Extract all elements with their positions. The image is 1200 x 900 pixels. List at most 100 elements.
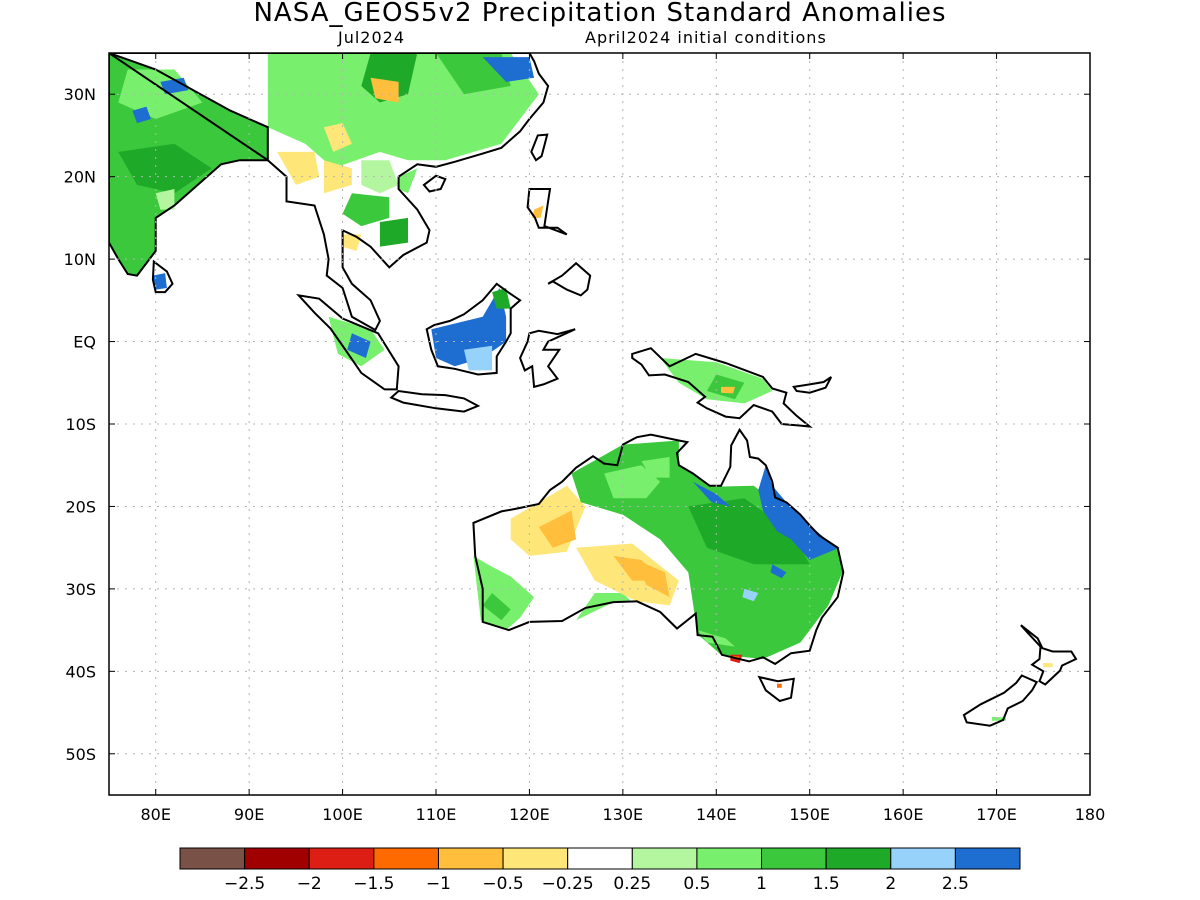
anomaly-patch bbox=[370, 77, 399, 103]
anomaly-patch bbox=[777, 683, 782, 688]
lat-tick-label: 30N bbox=[64, 85, 96, 104]
lat-tick-label: 40S bbox=[65, 662, 96, 681]
coastline-australia bbox=[472, 427, 845, 666]
anomaly-fills bbox=[109, 53, 1053, 721]
colorbar-swatch bbox=[244, 847, 310, 870]
anomaly-patch bbox=[532, 205, 544, 218]
coastline-hainan bbox=[422, 174, 447, 193]
valid-month-label: Jul2024 bbox=[338, 28, 406, 47]
colorbar-label: −2.5 bbox=[224, 874, 265, 894]
coastline-newbritain bbox=[792, 376, 833, 394]
colorbar-swatch bbox=[567, 847, 633, 870]
anomaly-patch bbox=[482, 593, 511, 621]
colorbar-swatch bbox=[890, 847, 956, 870]
colorbar-label: 0.25 bbox=[613, 874, 651, 894]
anomaly-patch bbox=[398, 168, 418, 194]
anomaly-patch bbox=[379, 217, 408, 247]
anomaly-patch bbox=[361, 160, 399, 194]
anomaly-patch bbox=[342, 193, 390, 227]
anomaly-patch bbox=[342, 234, 362, 251]
lon-tick-label: 120E bbox=[509, 805, 550, 824]
anomaly-patch bbox=[152, 273, 167, 290]
anomaly-patch bbox=[323, 123, 352, 152]
anomaly-patch bbox=[692, 481, 731, 507]
anomaly-patch bbox=[1043, 663, 1053, 668]
colorbar-swatch bbox=[308, 847, 375, 870]
colorbar-label: −0.5 bbox=[482, 874, 523, 894]
anomaly-patch bbox=[576, 593, 633, 621]
colorbar-swatch bbox=[954, 847, 1021, 870]
anomaly-patch bbox=[118, 143, 212, 194]
anomaly-patch bbox=[636, 560, 670, 598]
anomaly-patch bbox=[538, 510, 577, 548]
colorbar-swatch bbox=[825, 847, 892, 870]
init-conditions-label: April2024 initial conditions bbox=[585, 28, 827, 47]
lon-tick-label: 170E bbox=[976, 805, 1017, 824]
anomaly-patch bbox=[323, 160, 352, 194]
anomaly-patch bbox=[721, 386, 735, 394]
map-title: NASA_GEOS5v2 Precipitation Standard Anom… bbox=[253, 0, 947, 28]
lat-tick-label: EQ bbox=[73, 333, 96, 352]
anomaly-patch bbox=[155, 189, 175, 210]
colorbar-swatch bbox=[437, 847, 504, 870]
colorbar-label: −1 bbox=[426, 874, 451, 894]
lat-tick-label: 10S bbox=[65, 415, 96, 434]
lon-tick-label: 150E bbox=[789, 805, 830, 824]
colorbar-label: 1.5 bbox=[813, 874, 840, 894]
coastline-nzn bbox=[1020, 624, 1078, 686]
anomaly-patch bbox=[742, 588, 759, 602]
colorbar-swatch bbox=[696, 847, 763, 870]
colorbar-swatch bbox=[179, 847, 246, 870]
colorbar-swatch bbox=[761, 847, 827, 870]
anomaly-patch bbox=[576, 543, 679, 606]
lon-axis: 80E 90E 100E 110E 120E 130E 140E 150E 160E 170E 18… bbox=[140, 53, 1105, 824]
colorbar-label: 2 bbox=[885, 874, 896, 894]
anomaly-patch bbox=[482, 57, 535, 82]
colorbar-swatch bbox=[373, 847, 439, 870]
lat-axis: 30N 20N 10N EQ 10S 20S 30S 40S 50S bbox=[64, 85, 1090, 764]
lon-tick-label: 160E bbox=[883, 805, 924, 824]
lon-tick-label: 90E bbox=[234, 805, 264, 824]
coastline-tasmania bbox=[757, 675, 795, 703]
coastline-srilanka bbox=[151, 259, 174, 294]
coastline-sulawesi bbox=[519, 328, 576, 389]
lat-tick-label: 20S bbox=[65, 497, 96, 516]
colorbar-swatch bbox=[502, 847, 569, 870]
anomaly-patch bbox=[132, 106, 151, 124]
colorbar-label: 2.5 bbox=[942, 874, 969, 894]
colorbar-label: −1.5 bbox=[353, 874, 394, 894]
colorbar-label: −2 bbox=[297, 874, 322, 894]
coastline-sumatra bbox=[296, 293, 400, 391]
lat-tick-label: 10N bbox=[64, 250, 96, 269]
colorbar-swatch bbox=[631, 847, 698, 870]
anomaly-patch bbox=[464, 345, 493, 371]
coastline-asia bbox=[109, 53, 550, 332]
colorbar-label: 0.5 bbox=[683, 874, 710, 894]
anomaly-patch bbox=[160, 77, 189, 95]
lon-tick-label: 140E bbox=[696, 805, 737, 824]
colorbar-label: −0.25 bbox=[542, 874, 594, 894]
grid-lines bbox=[109, 53, 1090, 795]
coastlines bbox=[109, 53, 1078, 727]
anomaly-patch bbox=[688, 498, 810, 565]
lon-tick-label: 180 bbox=[1075, 805, 1106, 824]
anomaly-patch bbox=[347, 333, 371, 358]
lon-tick-label: 100E bbox=[322, 805, 363, 824]
coastline-luzon bbox=[526, 188, 568, 236]
anomaly-patch bbox=[641, 457, 670, 478]
coastline-taiwan bbox=[530, 133, 549, 162]
anomaly-patch bbox=[492, 288, 511, 309]
anomaly-patch bbox=[604, 465, 661, 499]
lon-tick-label: 110E bbox=[416, 805, 457, 824]
colorbar-label: 1 bbox=[756, 874, 767, 894]
coastline-mindanao bbox=[547, 261, 592, 297]
coastline-borneo bbox=[425, 282, 522, 376]
anomaly-patch bbox=[473, 555, 535, 631]
lat-tick-label: 20N bbox=[64, 168, 96, 187]
coastline-newguinea bbox=[631, 347, 813, 428]
colorbar: −2.5 −2 −1.5 −1 −0.5 −0.25 0.25 0.5 1 1.5 2 2.5 bbox=[179, 847, 1021, 894]
lat-tick-label: 50S bbox=[65, 745, 96, 764]
anomaly-patch bbox=[277, 151, 320, 185]
lat-tick-label: 30S bbox=[65, 580, 96, 599]
